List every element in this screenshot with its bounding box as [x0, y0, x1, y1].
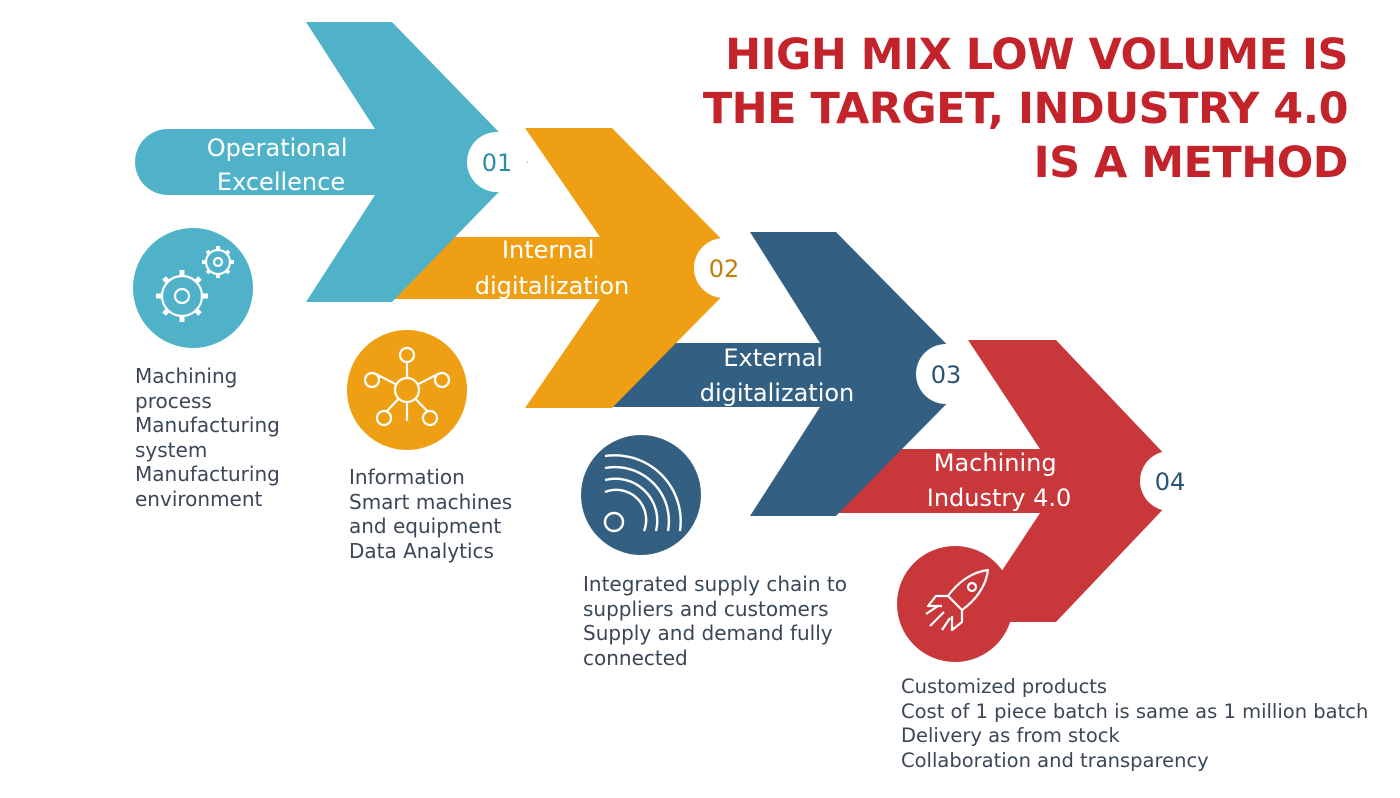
headline-line-2: THE TARGET, INDUSTRY 4.0 — [702, 84, 1349, 134]
step-01-description: Machining process Manufacturing system M… — [135, 364, 280, 511]
step-01-description-line: process — [135, 388, 212, 413]
headline: HIGH MIX LOW VOLUME IS THE TARGET, INDUS… — [648, 28, 1349, 190]
arrow-01 — [135, 22, 528, 302]
step-01-number: 01 — [482, 149, 513, 177]
step-02-description-line: Data Analytics — [349, 538, 494, 563]
step-03-number: 03 — [931, 361, 962, 389]
step-02-description: Information Smart machines and equipment… — [349, 465, 512, 563]
step-03-description-line: Supply and demand fully — [583, 621, 833, 645]
network-hub-icon — [347, 330, 467, 450]
step-04-number-badge: 04 — [1140, 451, 1200, 511]
step-01-description-line: Machining — [135, 364, 238, 388]
step-01-number-badge: 01 — [467, 132, 527, 192]
step-04-label-line-2: Industry 4.0 — [927, 484, 1072, 512]
step-03-description-line: Integrated supply chain to — [583, 572, 847, 596]
step-04-label-line-1: Machining — [934, 449, 1057, 477]
step-03-description-line: suppliers and customers — [583, 596, 829, 621]
step-03-number-badge: 03 — [916, 344, 976, 404]
step-04-description-line: Delivery as from stock — [901, 724, 1120, 747]
step-01-label-line-2: Excellence — [217, 168, 345, 196]
step-02-number-badge: 02 — [694, 238, 754, 298]
step-02-number: 02 — [709, 255, 740, 283]
step-01-description-line: environment — [135, 486, 263, 511]
step-01-description-line: system — [135, 437, 208, 462]
step-04-description-line: Customized products — [901, 675, 1108, 698]
arrow-03 — [583, 232, 976, 516]
arrow-02 — [361, 128, 750, 408]
step-04-description-line: Collaboration and transparency — [901, 748, 1209, 772]
step-04-label: Machining Industry 4.0 — [927, 449, 1072, 512]
step-01-label-line-1: Operational — [207, 134, 348, 162]
step-03-description: Integrated supply chain to suppliers and… — [583, 572, 847, 670]
step-02-description-line: Smart machines — [349, 489, 513, 514]
step-03-label: External digitalization — [700, 344, 855, 407]
step-04-number: 04 — [1155, 468, 1186, 496]
arrow-04 — [810, 340, 1190, 622]
step-02-label-line-1: Internal — [502, 236, 595, 264]
step-02-description-line: and equipment — [349, 514, 502, 538]
step-01-description-line: Manufacturing — [135, 413, 280, 437]
headline-line-1: HIGH MIX LOW VOLUME IS — [725, 30, 1348, 80]
wireless-signal-icon — [581, 435, 701, 555]
step-02-label: Internal digitalization — [475, 236, 630, 300]
rocket-icon — [897, 546, 1013, 662]
headline-line-3: IS A METHOD — [1033, 138, 1349, 188]
step-02-description-line: Information — [349, 465, 465, 489]
step-03-description-line: connected — [583, 645, 688, 670]
step-04-description: Customized products Cost of 1 piece batc… — [901, 675, 1368, 773]
step-03-label-line-1: External — [723, 344, 823, 372]
step-01-label: Operational Excellence — [207, 134, 355, 196]
step-02-label-line-2: digitalization — [475, 272, 630, 300]
step-03-label-line-2: digitalization — [700, 379, 855, 407]
step-01-description-line: Manufacturing — [135, 462, 280, 486]
gears-icon — [133, 228, 253, 348]
step-04-description-line: Cost of 1 piece batch is same as 1 milli… — [901, 699, 1369, 723]
